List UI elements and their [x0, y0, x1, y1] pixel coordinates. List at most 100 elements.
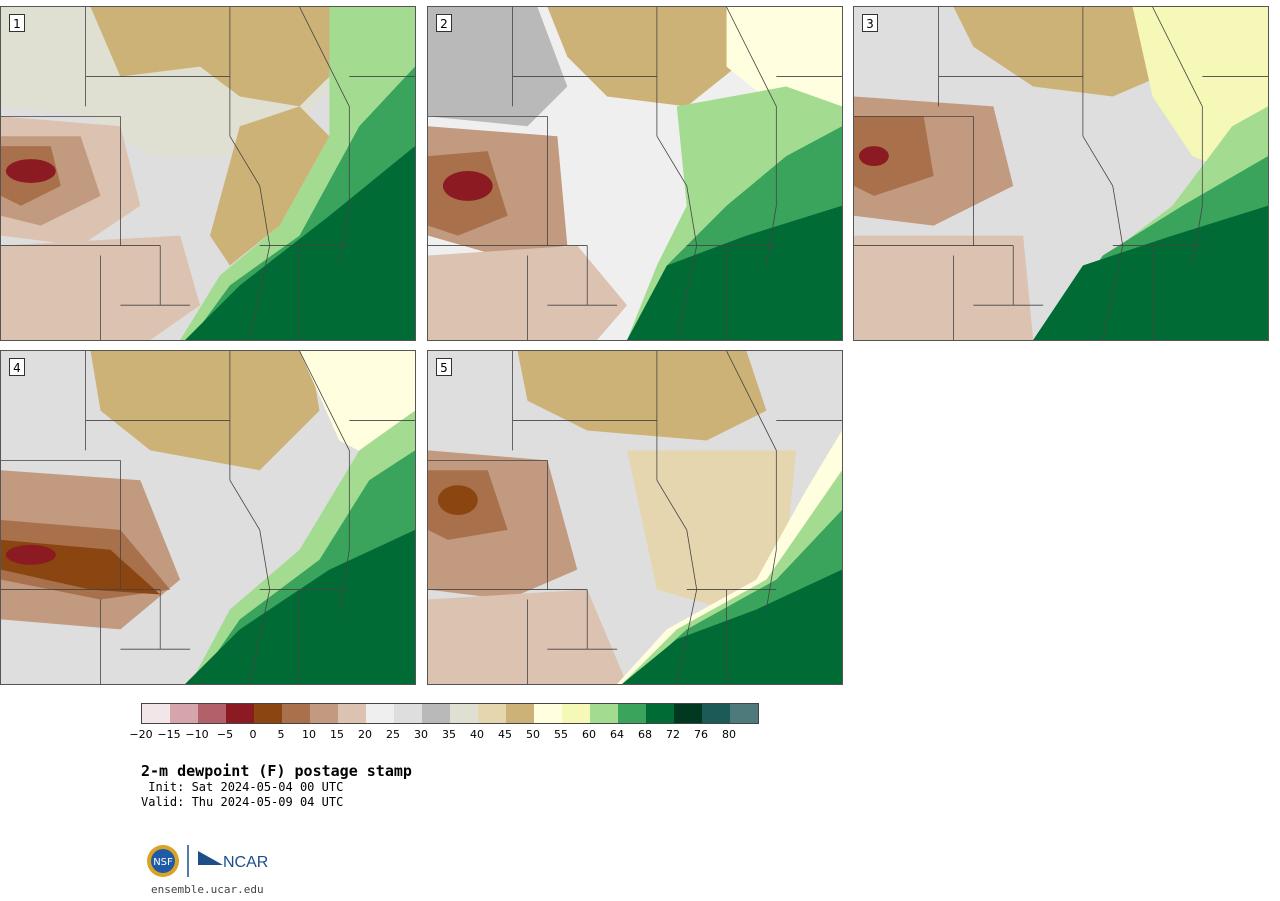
colorbar-tick-label: 55 — [554, 728, 568, 741]
colorbar-tick-label: 72 — [666, 728, 680, 741]
colorbar-tick-label: 10 — [302, 728, 316, 741]
state-boundary — [229, 136, 271, 246]
state-boundary — [676, 589, 698, 684]
colorbar-tick-label: −5 — [216, 728, 234, 741]
state-boundary — [726, 351, 777, 451]
colorbar-swatch — [534, 704, 562, 723]
state-boundary — [726, 7, 777, 107]
colorbar-tick-label: 15 — [330, 728, 344, 741]
field-region — [854, 235, 1034, 340]
panel-number: 5 — [436, 358, 452, 376]
colorbar-swatch — [590, 704, 618, 723]
colorbar-swatch — [366, 704, 394, 723]
svg-text:NCAR: NCAR — [223, 854, 268, 871]
state-boundary — [1102, 245, 1124, 340]
state-boundary — [249, 245, 271, 340]
panel-number: 1 — [9, 14, 25, 32]
colorbar-swatch — [450, 704, 478, 723]
colorbar-tick-label: 80 — [722, 728, 736, 741]
map-panel-5: 5 — [427, 350, 843, 685]
colorbar-ticks: −20 −15 −10 −5 0 5 10 15 20 25 30 35 40 45 50 55 60 64 68 7… — [0, 728, 900, 742]
field-region — [547, 7, 757, 107]
map-panel-3: 3 — [853, 6, 1269, 341]
colorbar-tick-label: 45 — [498, 728, 512, 741]
state-boundary — [765, 205, 777, 266]
state-boundary — [1152, 7, 1203, 107]
map-panel-2: 2 — [427, 6, 843, 341]
field-blob — [442, 171, 493, 201]
state-boundary — [249, 589, 271, 684]
state-boundary — [229, 480, 271, 590]
colorbar-swatch — [702, 704, 730, 723]
svg-text:NSF: NSF — [153, 857, 173, 868]
panel-number: 3 — [862, 14, 878, 32]
valid-time: Valid: Thu 2024-05-09 04 UTC — [141, 795, 344, 809]
colorbar-tick-label: −20 — [129, 728, 153, 741]
field-region — [517, 351, 767, 441]
colorbar-tick-label: 40 — [470, 728, 484, 741]
colorbar-tick-label: 64 — [610, 728, 624, 741]
field-region — [953, 7, 1183, 97]
field-region — [90, 351, 320, 471]
colorbar-swatch — [674, 704, 702, 723]
colorbar-tick-label: −10 — [185, 728, 209, 741]
field-region — [90, 7, 340, 107]
colorbar-swatch — [422, 704, 450, 723]
colorbar-tick-label: 25 — [386, 728, 400, 741]
colorbar-tick-label: 68 — [638, 728, 652, 741]
state-boundary — [676, 245, 698, 340]
colorbar-tick-label: 5 — [277, 728, 285, 741]
state-boundary — [299, 351, 350, 451]
colorbar-swatch — [142, 704, 170, 723]
state-boundary — [656, 480, 698, 590]
field-blob — [5, 159, 56, 183]
field-region — [726, 7, 842, 117]
field-region — [209, 106, 330, 266]
panel-number: 4 — [9, 358, 25, 376]
colorbar-swatch — [338, 704, 366, 723]
chart-title: 2-m dewpoint (F) postage stamp — [141, 762, 412, 780]
colorbar-tick-label: 50 — [526, 728, 540, 741]
field-blob — [5, 544, 56, 565]
field-region — [1033, 205, 1268, 340]
field-region — [627, 450, 797, 610]
colorbar-swatch — [310, 704, 338, 723]
nsf-ncar-logo: NSF NCAR — [147, 845, 268, 877]
colorbar-tick-label: 60 — [582, 728, 596, 741]
field-region — [428, 7, 568, 127]
colorbar-swatch — [282, 704, 310, 723]
field-region — [854, 116, 934, 196]
state-boundary — [338, 205, 350, 266]
field-region — [627, 205, 842, 340]
state-boundary — [338, 549, 350, 610]
site-url: ensemble.ucar.edu — [151, 883, 264, 896]
state-boundary — [299, 7, 350, 107]
colorbar-tick-label: 0 — [249, 728, 257, 741]
map-panel-4: 4 — [0, 350, 416, 685]
ncar-mark-icon — [198, 851, 223, 865]
colorbar-swatch — [478, 704, 506, 723]
panel-number: 2 — [436, 14, 452, 32]
state-boundary — [765, 549, 777, 610]
colorbar-swatch — [226, 704, 254, 723]
colorbar-swatch — [170, 704, 198, 723]
colorbar-tick-label: −15 — [157, 728, 181, 741]
field-region — [622, 569, 842, 684]
map-panel-1: 1 — [0, 6, 416, 341]
colorbar-swatch — [562, 704, 590, 723]
colorbar-tick-label: 76 — [694, 728, 708, 741]
field-blob — [858, 146, 889, 167]
state-boundary — [1191, 205, 1203, 266]
colorbar-swatch — [506, 704, 534, 723]
colorbar-swatch — [394, 704, 422, 723]
colorbar-swatch — [618, 704, 646, 723]
state-boundary — [1082, 136, 1124, 246]
colorbar-tick-label: 20 — [358, 728, 372, 741]
colorbar-tick-label: 35 — [442, 728, 456, 741]
init-time: Init: Sat 2024-05-04 00 UTC — [141, 780, 344, 794]
field-blob — [437, 485, 478, 516]
colorbar-swatch — [254, 704, 282, 723]
colorbar-tick-label: 30 — [414, 728, 428, 741]
field-region — [185, 146, 415, 340]
colorbar-swatch — [198, 704, 226, 723]
